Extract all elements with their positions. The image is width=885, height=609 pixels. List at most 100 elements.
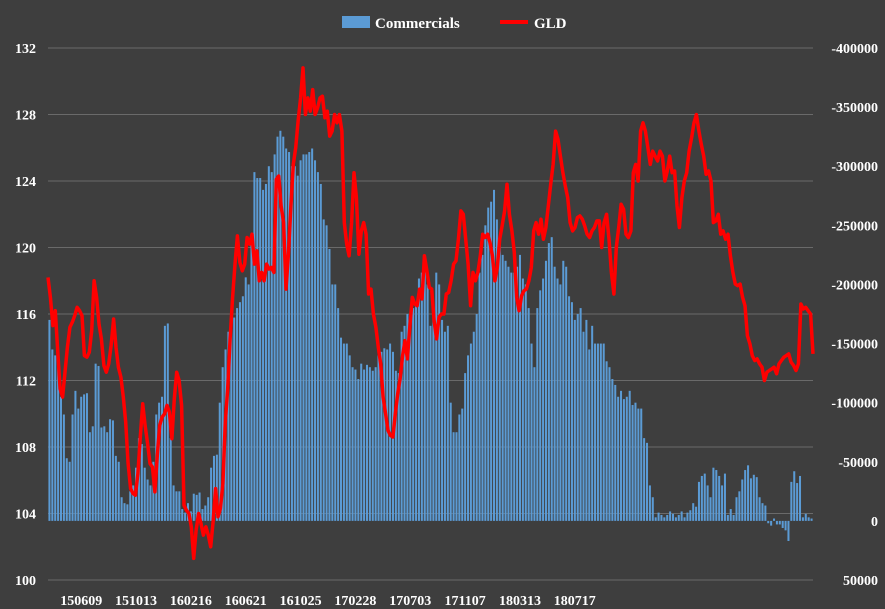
bar <box>48 319 51 521</box>
bar <box>573 319 576 521</box>
bar <box>371 370 374 521</box>
bar <box>478 272 481 521</box>
bar <box>793 471 796 521</box>
bar <box>264 183 267 521</box>
commercials-bars <box>48 130 813 541</box>
bar <box>530 343 533 521</box>
bar <box>674 517 677 521</box>
bar <box>452 432 455 521</box>
bar <box>735 497 738 521</box>
bar <box>106 432 109 521</box>
bar <box>599 343 602 521</box>
bar <box>221 367 224 521</box>
bar <box>319 183 322 521</box>
bar <box>241 296 244 521</box>
bar <box>146 479 149 521</box>
bar <box>686 512 689 521</box>
bar <box>469 343 472 521</box>
bar <box>244 277 247 521</box>
bar <box>498 237 501 521</box>
bar <box>51 349 54 521</box>
left-tick-label: 124 <box>15 175 36 190</box>
bar <box>198 492 201 521</box>
bar <box>403 325 406 521</box>
bar <box>518 254 521 521</box>
bar <box>250 237 253 521</box>
bar <box>804 513 807 521</box>
bar <box>579 308 582 521</box>
bar <box>111 420 114 521</box>
bar <box>729 509 732 521</box>
bar <box>97 366 100 521</box>
right-tick-label: -400000 <box>831 42 878 57</box>
bar <box>663 517 666 521</box>
bar <box>700 475 703 521</box>
bar <box>493 189 496 521</box>
bar <box>340 337 343 521</box>
bar <box>481 254 484 521</box>
bar <box>747 465 750 521</box>
x-tick-label: 171107 <box>444 594 485 609</box>
x-axis-ticks: 150609 151013 160216 160621 161025 170228 1707… <box>60 594 596 609</box>
bar <box>634 402 637 521</box>
bar <box>377 355 380 521</box>
bar <box>426 284 429 521</box>
bar <box>276 136 279 521</box>
bar <box>536 308 539 521</box>
bar <box>660 514 663 521</box>
left-tick-label: 128 <box>15 109 36 124</box>
bar <box>91 426 94 521</box>
bar <box>360 363 363 521</box>
bar <box>487 207 490 521</box>
bar <box>77 408 80 521</box>
bar <box>553 266 556 521</box>
bar <box>184 512 187 521</box>
bar <box>74 390 77 521</box>
bar <box>54 355 57 521</box>
bar <box>409 319 412 521</box>
x-tick-label: 180717 <box>554 594 596 609</box>
bar <box>348 355 351 521</box>
bar <box>787 520 790 541</box>
bar <box>94 363 97 521</box>
gld-line-layer <box>46 66 815 561</box>
bar <box>570 302 573 521</box>
bar <box>305 154 308 521</box>
bar <box>467 355 470 521</box>
bar <box>71 414 74 521</box>
bar <box>507 266 510 521</box>
bar <box>622 399 625 521</box>
bar <box>311 148 314 521</box>
bar <box>149 485 152 521</box>
bar <box>651 497 654 521</box>
bar <box>617 396 620 521</box>
bar <box>296 175 299 521</box>
bar <box>703 473 706 521</box>
bar <box>516 266 519 521</box>
bar <box>565 266 568 521</box>
bar <box>415 302 418 521</box>
bar <box>504 260 507 521</box>
bar <box>461 408 464 521</box>
bar <box>767 520 770 524</box>
bar <box>270 172 273 521</box>
bar <box>596 343 599 521</box>
bar <box>308 152 311 521</box>
bar <box>631 405 634 521</box>
bar <box>764 505 767 521</box>
x-tick-label: 180313 <box>499 594 541 609</box>
bar <box>406 314 409 521</box>
bar <box>683 517 686 521</box>
bar <box>594 343 597 521</box>
right-tick-label: -250000 <box>831 219 878 234</box>
bar <box>810 518 813 521</box>
bar <box>316 172 319 521</box>
bar <box>172 485 175 521</box>
bar <box>210 467 213 521</box>
bar <box>109 419 112 521</box>
bar <box>267 166 270 521</box>
bar <box>288 152 291 521</box>
bar <box>559 284 562 521</box>
bar <box>218 402 221 521</box>
bar <box>62 414 65 521</box>
